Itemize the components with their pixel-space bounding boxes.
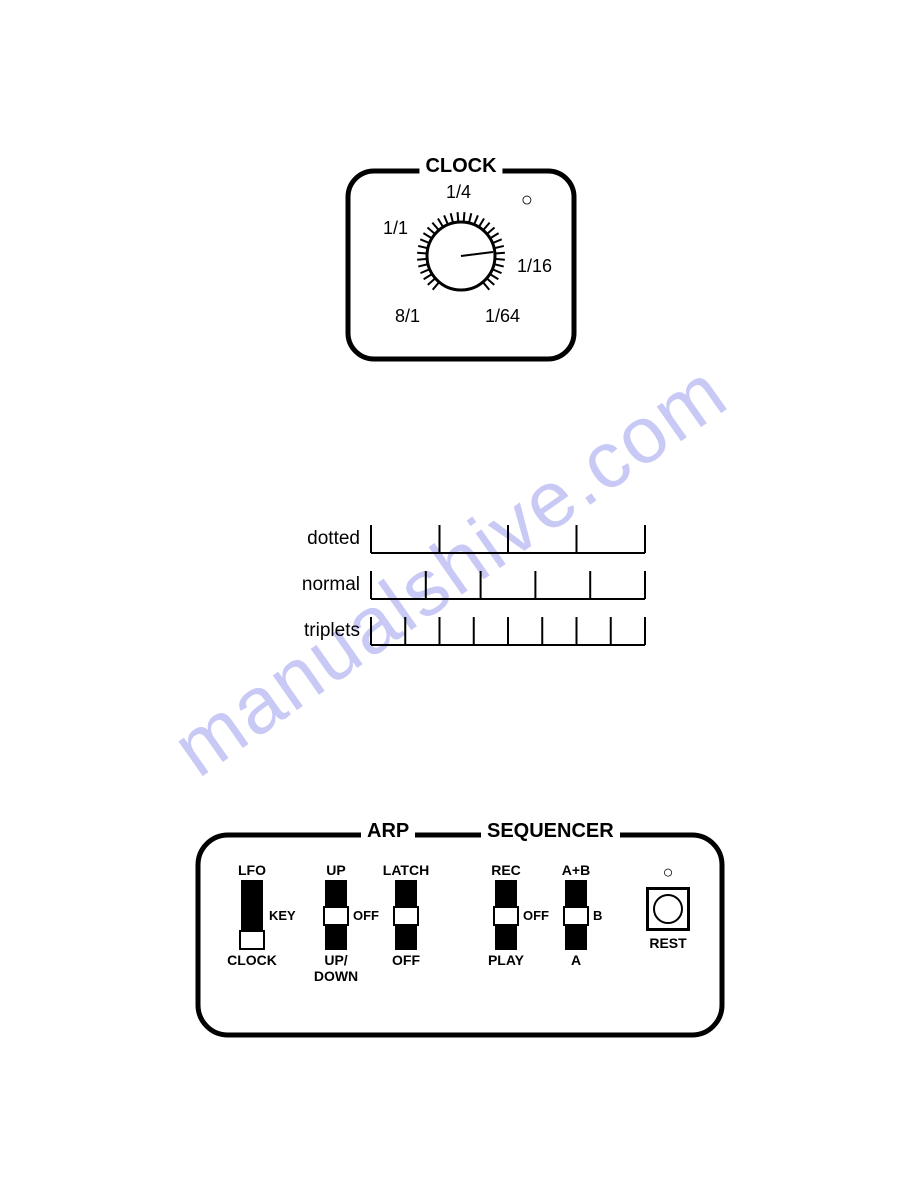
switch-bottom-label: PLAY <box>475 952 537 968</box>
rest-label: REST <box>641 935 695 951</box>
timing-row-bar <box>370 616 646 646</box>
switch-mid-label: B <box>593 908 602 923</box>
timing-row-label: triplets <box>280 616 360 642</box>
timing-row-label: normal <box>280 570 360 596</box>
knob-label-1-64: 1/64 <box>485 306 520 327</box>
switch-track <box>495 880 517 950</box>
timing-row: normal <box>280 570 646 600</box>
arp-sequencer-panel: ARP SEQUENCER LFOCLOCKKEYUPUP/DOWNOFFLAT… <box>195 832 725 1038</box>
switch-mid-label: KEY <box>269 908 296 923</box>
knob-label-1-4: 1/4 <box>446 182 471 203</box>
rest-button-circle-icon <box>653 894 683 924</box>
knob-label-8-1: 8/1 <box>395 306 420 327</box>
switch-thumb <box>393 906 419 926</box>
switch-bottom-label: OFF <box>375 952 437 968</box>
switch-thumb <box>323 906 349 926</box>
clock-knob[interactable]: 1/4 1/1 1/16 8/1 1/64 <box>413 208 509 304</box>
timing-diagram: dotted normal triplets <box>280 524 646 662</box>
switch-track <box>325 880 347 950</box>
timing-row-label: dotted <box>280 524 360 550</box>
timing-row: dotted <box>280 524 646 554</box>
clock-led-icon: ○ <box>521 190 533 210</box>
knob-label-1-16: 1/16 <box>517 256 552 277</box>
clock-panel: CLOCK ○ 1/4 1/1 1/16 8/1 1/64 <box>345 168 577 362</box>
clock-knob-svg <box>413 208 509 304</box>
switch-top-label: UP <box>305 862 367 878</box>
timing-row: triplets <box>280 616 646 646</box>
switch-up[interactable]: UPUP/DOWNOFF <box>305 862 367 984</box>
switch-a-b[interactable]: A+B A B <box>545 862 607 968</box>
arp-title: ARP <box>361 820 415 843</box>
switch-thumb <box>563 906 589 926</box>
switch-bottom-label: A <box>545 952 607 968</box>
sequencer-title: SEQUENCER <box>481 820 620 843</box>
switch-lfo[interactable]: LFOCLOCKKEY <box>221 862 283 968</box>
switch-thumb <box>493 906 519 926</box>
switch-top-label: LFO <box>221 862 283 878</box>
timing-row-bar <box>370 524 646 554</box>
switch-track <box>241 880 263 950</box>
rest-led-icon: ○ <box>641 862 695 883</box>
switch-thumb <box>239 930 265 950</box>
switch-top-label: LATCH <box>375 862 437 878</box>
switch-bottom-label: UP/DOWN <box>305 952 367 984</box>
switch-top-label: REC <box>475 862 537 878</box>
switch-latch[interactable]: LATCH OFF <box>375 862 437 968</box>
clock-title: CLOCK <box>419 155 502 178</box>
knob-label-1-1: 1/1 <box>383 218 408 239</box>
rest-button[interactable] <box>646 887 690 931</box>
switch-bottom-label: CLOCK <box>221 952 283 968</box>
timing-row-bar <box>370 570 646 600</box>
switch-rec[interactable]: RECPLAYOFF <box>475 862 537 968</box>
switch-track <box>395 880 417 950</box>
switch-track <box>565 880 587 950</box>
rest-block: ○ REST <box>641 862 695 951</box>
switch-top-label: A+B <box>545 862 607 878</box>
